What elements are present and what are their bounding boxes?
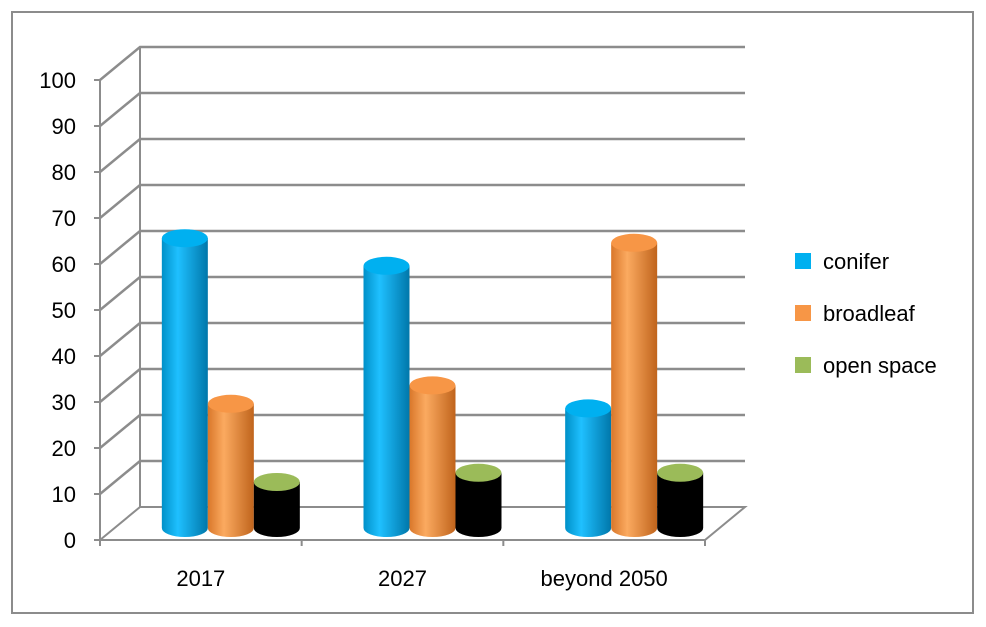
bar-body [611,242,658,538]
gridline [99,229,745,265]
x-tick-label: 2027 [378,566,427,591]
y-tick-label: 10 [52,482,76,507]
legend-swatch [795,253,811,269]
x-tick-label: beyond 2050 [541,566,668,591]
legend: conifer broadleaf open space [795,249,937,378]
bar [253,473,300,537]
y-tick-label: 80 [52,160,76,185]
bar [207,394,254,537]
y-tick-label: 40 [52,344,76,369]
bar-top [409,376,456,395]
gridline [99,459,745,495]
bar [161,229,208,537]
gridline [99,413,745,449]
y-tick-label: 30 [52,390,76,415]
y-tick-label: 20 [52,436,76,461]
gridline [99,137,745,173]
bar-body [161,238,208,537]
gridline [99,45,745,81]
bar-body [455,472,502,537]
legend-label: broadleaf [823,301,916,326]
x-tick-label: 2017 [176,566,225,591]
y-tick-label: 90 [52,114,76,139]
bar [455,463,502,537]
bar-body [363,265,410,537]
bar-top [657,463,704,482]
legend-label: conifer [823,249,889,274]
y-tick-label: 100 [39,68,76,93]
bar-top [207,394,254,413]
bar [657,463,704,537]
bar-body [565,408,612,537]
bar [565,399,612,537]
bar-top [565,399,612,418]
bars [161,229,704,538]
gridline [99,367,745,403]
y-tick-label: 70 [52,206,76,231]
bar-top [611,233,658,252]
bar-top [455,463,502,482]
bar-body [409,385,456,537]
bar-body [657,472,704,537]
bar-top [363,256,410,275]
bar [409,376,456,537]
bar-body [207,403,254,537]
y-tick-label: 0 [64,528,76,553]
gridline [99,321,745,357]
bar [611,233,658,538]
gridline [99,275,745,311]
bar-top [161,229,208,248]
legend-swatch [795,357,811,373]
gridlines [99,45,745,495]
bar [363,256,410,537]
gridline [99,91,745,127]
axes: 0 10 20 30 40 50 60 70 80 90 100 2017 2027 beyond 205… [39,68,706,591]
y-tick-label: 60 [52,252,76,277]
y-tick-label: 50 [52,298,76,323]
legend-swatch [795,305,811,321]
bar-body [253,482,300,537]
bar-top [253,473,300,491]
legend-label: open space [823,353,937,378]
gridline [99,183,745,219]
